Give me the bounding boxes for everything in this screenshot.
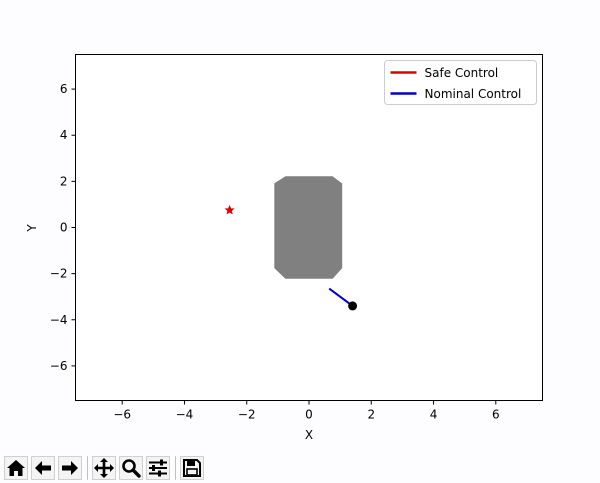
series-layer [328, 287, 354, 307]
save-button[interactable] [180, 455, 204, 480]
configure-button[interactable] [146, 455, 170, 480]
marker-layer [224, 204, 358, 311]
plot-canvas[interactable]: −6 −4 −2 0 2 4 6 −6 −4 −2 0 2 4 6 X Y Safe Control No… [0, 0, 600, 452]
y-axis-ticks: −6 −4 −2 0 2 4 6 [50, 82, 76, 373]
x-axis-label: X [305, 428, 313, 442]
y-tick-label: −6 [50, 359, 68, 373]
arrow-right-icon [62, 460, 78, 475]
toolbar-separator [175, 455, 176, 480]
obstacle [274, 176, 343, 279]
robot-marker [348, 301, 358, 311]
goal-marker [224, 204, 235, 215]
home-button[interactable] [4, 455, 28, 480]
series-line-nominal-control [328, 287, 354, 307]
y-tick-label: −2 [50, 267, 68, 281]
arrow-left-icon [35, 460, 51, 475]
toolbar-separator [87, 455, 88, 480]
x-tick-label: −6 [113, 408, 131, 422]
legend-label: Safe Control [425, 66, 499, 80]
y-tick-label: −4 [50, 313, 68, 327]
x-tick-label: 4 [430, 408, 438, 422]
back-button[interactable] [31, 455, 55, 480]
y-tick-label: 0 [60, 221, 68, 235]
forward-button[interactable] [58, 455, 82, 480]
x-tick-label: −2 [238, 408, 256, 422]
pan-button[interactable] [92, 455, 116, 480]
sliders-icon [149, 459, 167, 476]
x-axis-ticks: −6 −4 −2 0 2 4 6 [113, 400, 500, 422]
zoom-button[interactable] [119, 455, 143, 480]
legend: Safe Control Nominal Control [384, 60, 537, 105]
y-axis-label: Y [25, 224, 39, 233]
x-tick-label: 6 [492, 408, 500, 422]
y-tick-label: 4 [60, 128, 68, 142]
y-tick-label: 2 [60, 174, 68, 188]
legend-label: Nominal Control [425, 87, 522, 101]
save-icon [183, 458, 201, 477]
move-icon [94, 457, 114, 478]
x-tick-label: 0 [305, 408, 313, 422]
navigation-toolbar [0, 452, 600, 483]
x-tick-label: −4 [176, 408, 194, 422]
zoom-icon [122, 458, 141, 478]
legend-box [384, 60, 537, 105]
y-tick-label: 6 [60, 82, 68, 96]
obstacle-layer [274, 176, 343, 279]
x-tick-label: 2 [367, 408, 375, 422]
home-icon [7, 459, 25, 476]
